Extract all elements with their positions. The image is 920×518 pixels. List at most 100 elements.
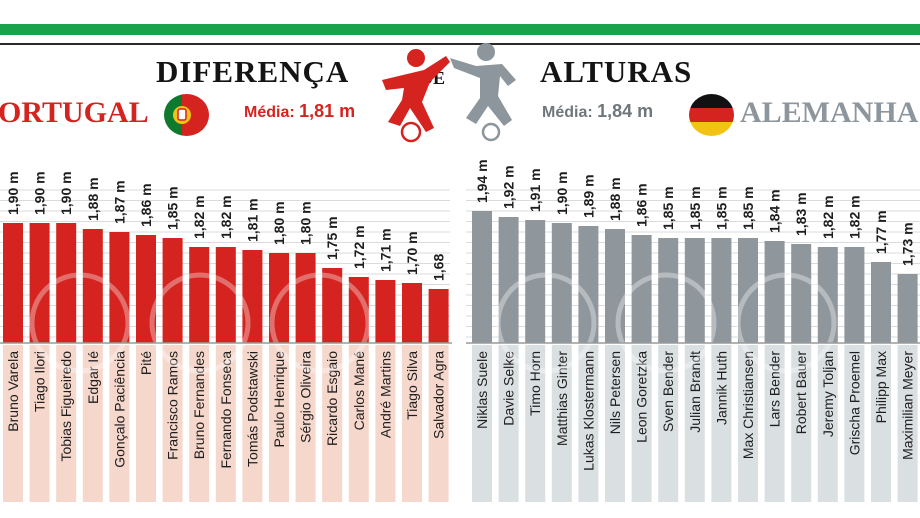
germany-player-name: Niklas Suele (474, 351, 490, 429)
portugal-label-box (3, 345, 23, 502)
portugal-value-label: 1,85 m (165, 186, 181, 230)
portugal-label-box (136, 345, 156, 502)
portugal-value-label: 1,80 m (271, 201, 287, 245)
germany-label-box (897, 345, 918, 502)
title-left: DIFERENÇA (156, 54, 350, 89)
portugal-player-name: Edgar Ié (85, 351, 101, 404)
germany-label-box (631, 345, 652, 502)
germany-value-label: 1,89 m (580, 174, 596, 218)
germany-label-box (817, 345, 838, 502)
germany-bar (578, 226, 599, 343)
germany-player-name: Lars Bender (767, 351, 783, 428)
portugal-bar (189, 247, 210, 343)
germany-player-name: Max Christiansen (740, 351, 756, 459)
portugal-player-name: Tomás Podstawski (244, 351, 260, 467)
portugal-label-box (269, 345, 289, 502)
red-footballer-icon (382, 49, 450, 143)
portugal-player-name: André Martins (377, 351, 393, 438)
portugal-media-value: 1,81 m (299, 101, 356, 121)
germany-label-box (844, 345, 865, 502)
portugal-bar (375, 280, 396, 343)
header-divider (0, 43, 920, 45)
portugal-label-box (375, 345, 396, 502)
germany-value-label: 1,82 m (846, 195, 862, 239)
header-accent-bar (0, 24, 920, 35)
portugal-label-box (295, 345, 316, 502)
portugal-value-label: 1,81 m (244, 198, 260, 242)
germany-player-name: Nils Petersen (607, 351, 623, 434)
portugal-label-box (189, 345, 210, 502)
germany-player-name: Timo Horn (527, 351, 543, 416)
germany-value-label: 1,90 m (554, 171, 570, 215)
portugal-label-box (215, 345, 236, 502)
germany-value-label: 1,85 m (740, 186, 756, 230)
germany-bar (844, 247, 865, 343)
germany-label-box (764, 345, 785, 502)
germany-bar (498, 217, 519, 343)
germany-value-label: 1,83 m (793, 192, 809, 236)
portugal-player-name: Paulo Henrique (271, 351, 287, 448)
germany-bar (472, 211, 492, 343)
grey-footballer-icon (450, 43, 516, 142)
germany-value-label: 1,94 m (474, 159, 490, 203)
germany-bar (711, 238, 732, 343)
germany-value-label: 1,77 m (873, 210, 889, 254)
portugal-bar (136, 235, 156, 343)
germany-player-name: Jeremy Toljan (820, 351, 836, 437)
portugal-value-label: 1,88 m (85, 177, 101, 221)
portugal-bar (109, 232, 130, 343)
portugal-label-box (82, 345, 103, 502)
portugal-bar (215, 247, 236, 343)
portugal-label-box (428, 345, 449, 502)
portugal-value-label: 1,90 m (58, 171, 74, 215)
germany-bar (631, 235, 652, 343)
germany-bar (551, 223, 572, 343)
germany-value-label: 1,84 m (767, 189, 783, 233)
portugal-player-name: Bruno Fernandes (191, 351, 207, 459)
portugal-player-name: Ricardo Esgaio (324, 351, 340, 446)
germany-player-name: Grischa Proemel (846, 351, 862, 455)
portugal-value-label: 1,90 m (5, 171, 21, 215)
portugal-value-label: 1,82 m (218, 195, 234, 239)
portugal-player-name: Salvador Agra (431, 351, 447, 439)
portugal-bar (162, 238, 183, 343)
portugal-media-label: Média: (244, 104, 295, 121)
portugal-value-label: 1,82 m (191, 195, 207, 239)
portugal-player-name: Sérgio Oliveira (298, 351, 314, 443)
portugal-bar (322, 268, 343, 343)
portugal-label-box (348, 345, 369, 502)
portugal-label-box (29, 345, 50, 502)
germany-value-label: 1,82 m (820, 195, 836, 239)
portugal-watermark-ring (29, 272, 131, 374)
portugal-value-label: 1,75 m (324, 216, 340, 260)
portugal-bar (242, 250, 263, 343)
portugal-label-box (162, 345, 183, 502)
portugal-value-label: 1,70 m (404, 231, 420, 275)
portugal-media: Média: 1,81 m (244, 101, 355, 122)
title-right: ALTURAS (540, 54, 693, 89)
germany-player-name: Julian Brandt (687, 351, 703, 433)
portugal-value-label: 1,80 m (298, 201, 314, 245)
portugal-value-label: 1,86 m (138, 183, 154, 227)
portugal-value-label: 1,68 (431, 254, 447, 281)
germany-bar (605, 229, 625, 343)
portugal-label-box (242, 345, 263, 502)
portugal-bar (402, 283, 422, 343)
germany-value-label: 1,91 m (527, 168, 543, 212)
germany-player-name: Sven Bender (660, 351, 676, 432)
germany-label-box (525, 345, 546, 502)
germany-media-value: 1,84 m (597, 101, 654, 121)
portugal-bar (29, 223, 50, 343)
germany-label-box (551, 345, 572, 502)
portugal-bar (269, 253, 289, 343)
portugal-label-box (322, 345, 343, 502)
germany-bar (871, 262, 891, 343)
germany-bar (897, 274, 918, 343)
germany-player-name: Maximilian Meyer (900, 351, 916, 460)
germany-value-label: 1,85 m (687, 186, 703, 230)
germany-media: Média: 1,84 m (542, 101, 653, 122)
portugal-label-box (56, 345, 77, 502)
portugal-value-label: 1,71 m (377, 228, 393, 272)
germany-label-box (472, 345, 492, 502)
portugal-title: ORTUGAL (0, 96, 149, 129)
